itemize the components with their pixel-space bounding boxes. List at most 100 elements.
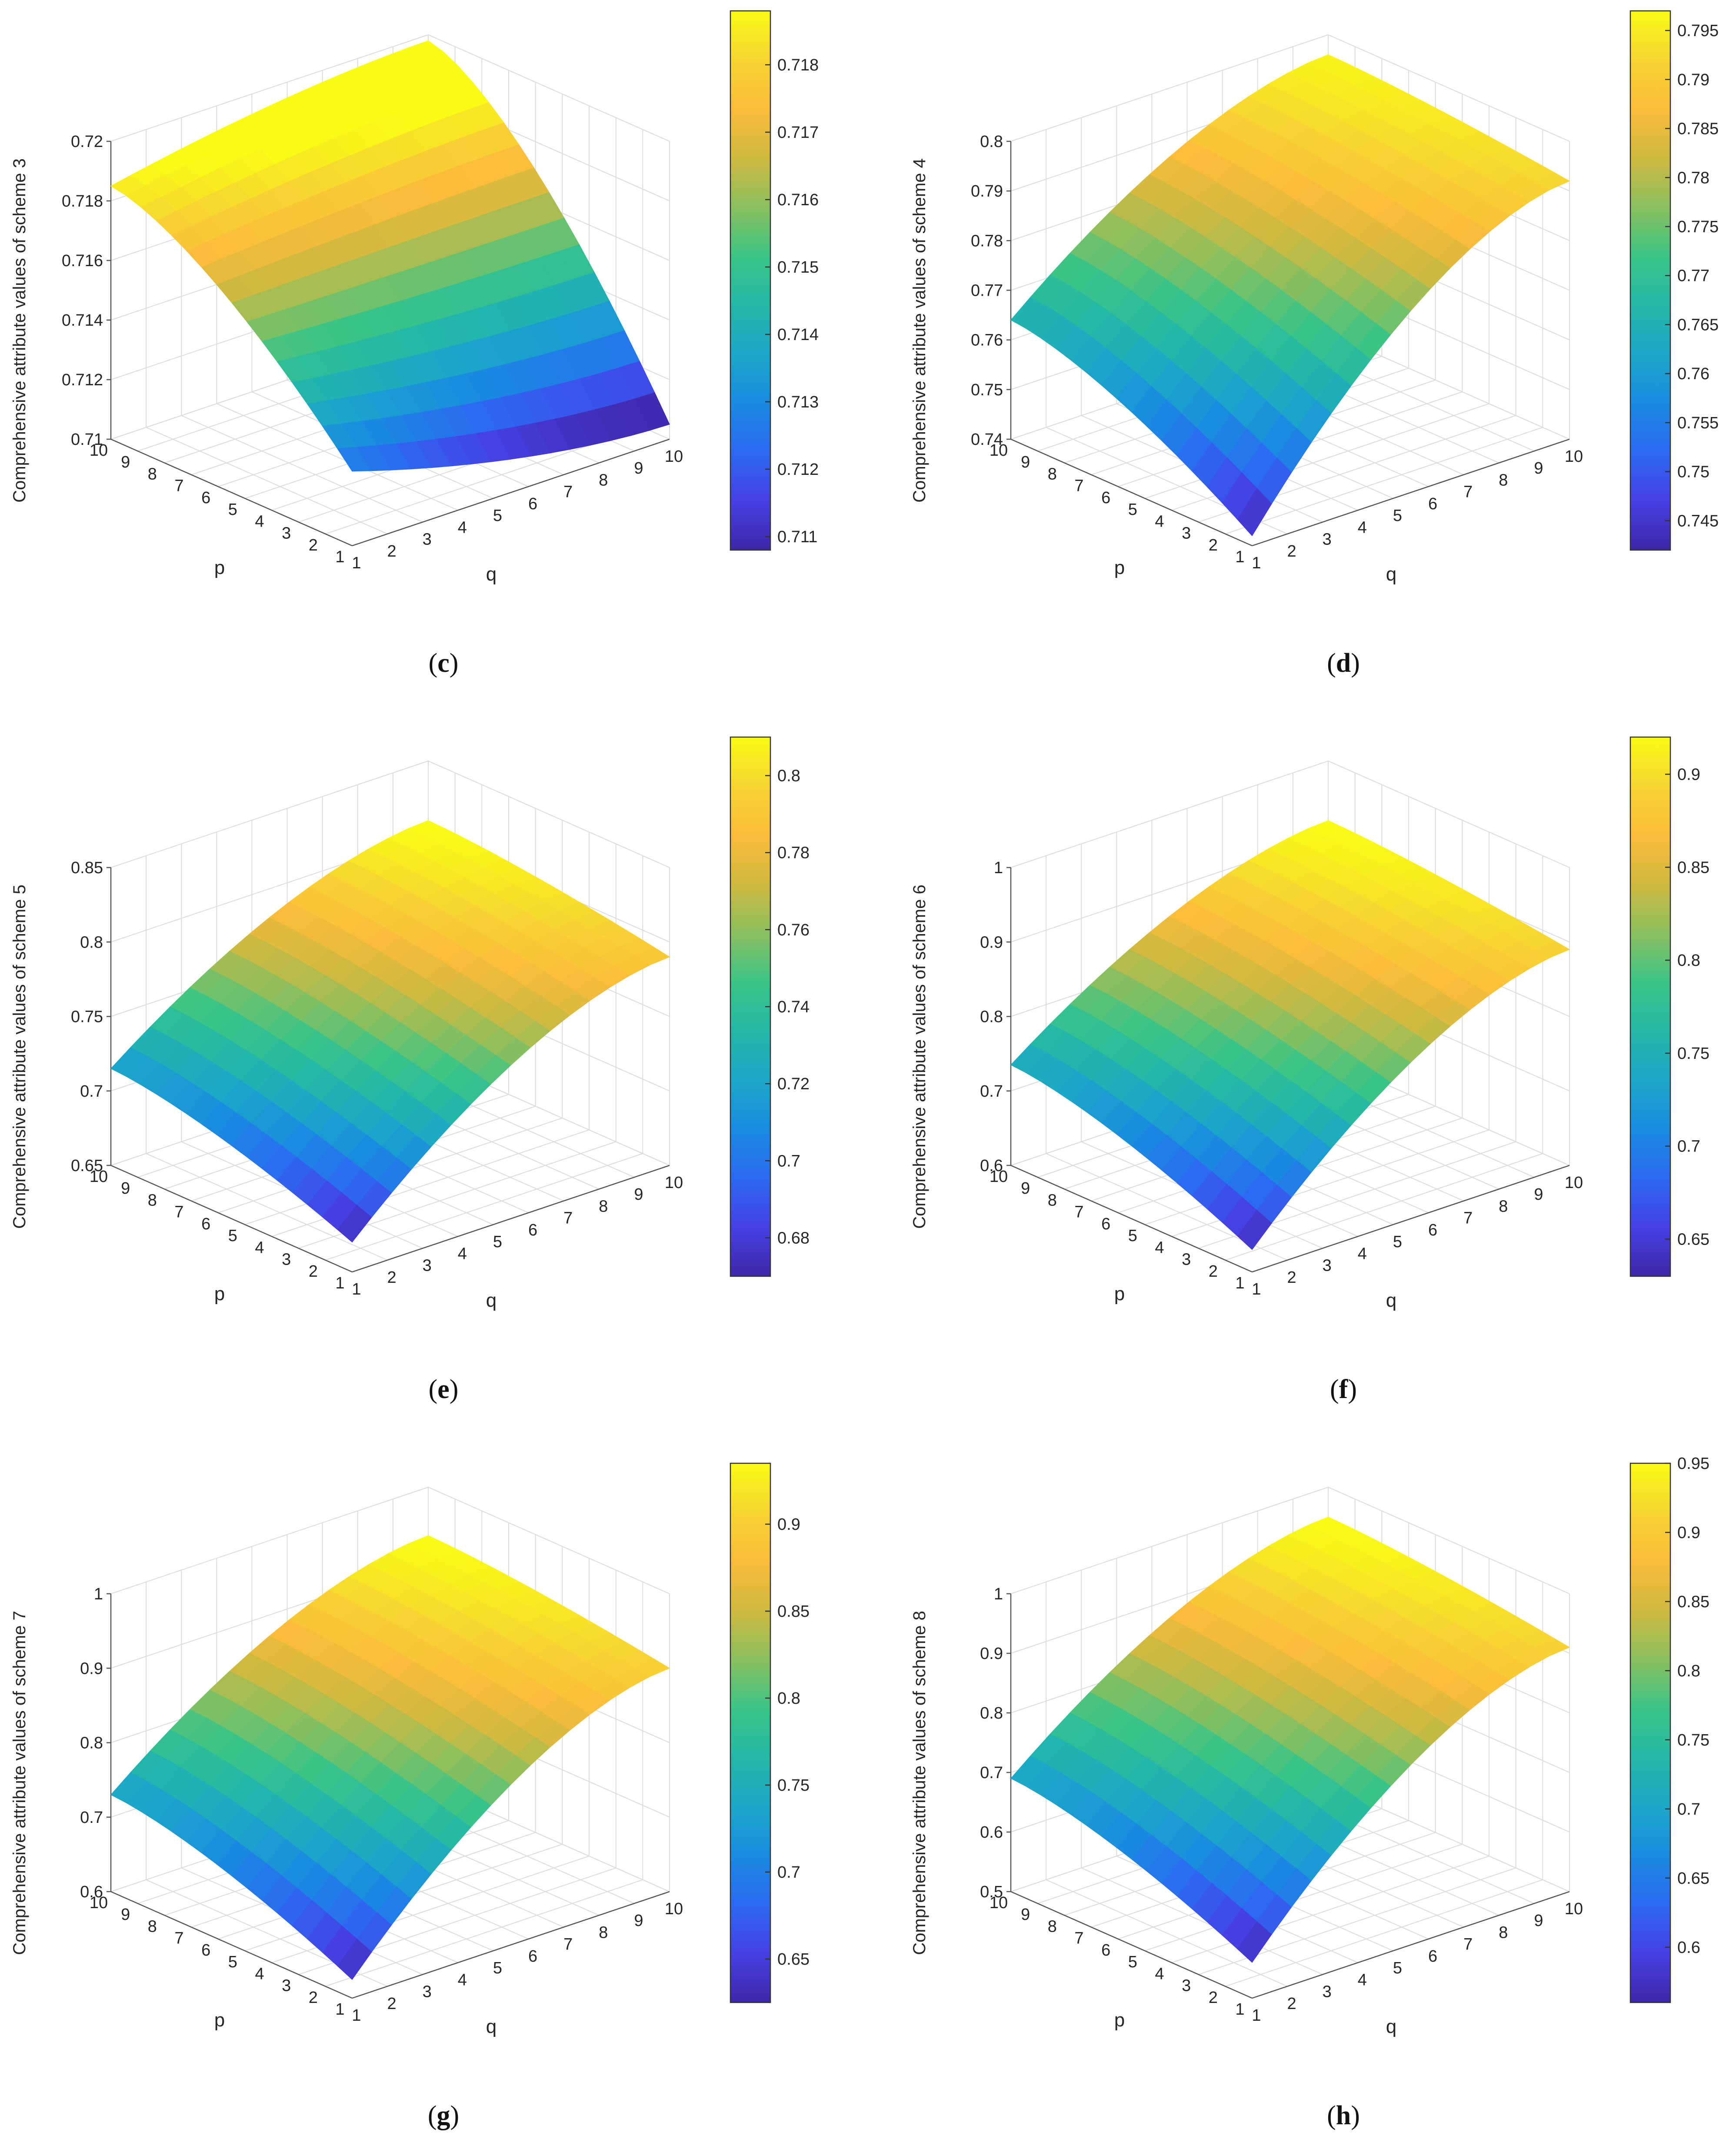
p-tick-label: 6 [201, 489, 210, 507]
p-tick-label: 6 [1101, 1215, 1110, 1233]
p-tick-label: 9 [1021, 1179, 1030, 1198]
q-axis-label: q [1386, 1290, 1396, 1311]
p-tick-label: 5 [228, 1953, 237, 1971]
q-tick-label: 4 [1358, 1971, 1367, 1989]
q-tick-label: 8 [1499, 1197, 1508, 1215]
p-tick-label: 3 [1182, 1251, 1191, 1269]
colorbar-tick-label: 0.78 [1677, 169, 1709, 187]
q-axis-label: q [486, 2016, 496, 2037]
z-tick-label: 0.5 [980, 1883, 1003, 1901]
p-tick-label: 2 [1209, 1262, 1218, 1281]
colorbar-tick-label: 0.711 [777, 528, 817, 546]
p-tick-label: 1 [1235, 548, 1244, 566]
surface-patch [1307, 54, 1344, 70]
z-tick-label: 0.76 [971, 331, 1003, 350]
q-tick-label: 8 [599, 471, 608, 489]
q-tick-label: 6 [1428, 1947, 1437, 1966]
colorbar [1629, 10, 1671, 551]
colorbar-tick-label: 0.8 [1677, 951, 1700, 970]
q-tick-label: 2 [387, 1995, 397, 2013]
p-tick-label: 8 [1048, 1191, 1057, 1209]
p-tick-label: 6 [1101, 1941, 1110, 1959]
p-tick-label: 2 [1209, 536, 1218, 554]
p-tick-label: 10 [90, 1168, 108, 1186]
q-tick-label: 8 [599, 1197, 608, 1215]
p-tick-label: 7 [1074, 1203, 1083, 1222]
colorbar [730, 10, 771, 551]
z-tick-label: 0.712 [62, 371, 103, 389]
p-tick-label: 4 [255, 512, 264, 531]
q-tick-label: 4 [458, 518, 467, 537]
p-tick-label: 2 [309, 536, 318, 554]
p-axis-label: p [1114, 1283, 1125, 1305]
p-tick-label: 8 [148, 465, 157, 483]
q-tick-label: 4 [1358, 1245, 1367, 1263]
p-axis-label: p [214, 557, 225, 578]
colorbar-tick-label: 0.65 [1677, 1869, 1709, 1888]
surface [1010, 54, 1570, 537]
colorbar-tick-label: 0.72 [777, 1075, 810, 1093]
surface-patch [1307, 1516, 1344, 1532]
z-tick-label: 0.714 [62, 311, 103, 330]
p-tick-label: 8 [1048, 465, 1057, 483]
q-tick-label: 2 [1287, 1995, 1296, 2013]
q-tick-label: 5 [1393, 1233, 1402, 1251]
q-tick-label: 9 [1534, 459, 1543, 477]
p-tick-label: 9 [1021, 453, 1030, 471]
p-tick-label: 8 [148, 1191, 157, 1209]
q-tick-label: 6 [528, 1947, 537, 1966]
q-tick-label: 8 [599, 1923, 608, 1942]
q-tick-label: 1 [352, 554, 361, 572]
q-axis-label: q [486, 564, 496, 585]
q-tick-label: 7 [563, 1209, 573, 1228]
colorbar-tick-label: 0.755 [1677, 414, 1719, 432]
q-tick-label: 5 [1393, 507, 1402, 525]
p-tick-label: 10 [990, 441, 1008, 460]
z-axis-label: Comprehensive attribute values of scheme… [910, 884, 929, 1229]
p-tick-label: 1 [1235, 1274, 1244, 1292]
p-tick-label: 7 [174, 1203, 183, 1222]
q-tick-label: 1 [1252, 554, 1261, 572]
colorbar-tick-label: 0.77 [1677, 267, 1709, 285]
colorbar-tick-label: 0.75 [1677, 1731, 1709, 1749]
q-tick-label: 4 [458, 1971, 467, 1989]
colorbar-tick-label: 0.75 [1677, 463, 1709, 481]
q-tick-label: 10 [665, 1174, 683, 1192]
colorbar-tick-label: 0.795 [1677, 22, 1719, 40]
z-tick-label: 0.65 [71, 1157, 103, 1175]
z-axis-label: Comprehensive attribute values of scheme… [910, 158, 929, 503]
colorbar-tick-label: 0.78 [777, 844, 810, 862]
colorbar-tick-label: 0.8 [777, 767, 800, 785]
surface-patch [407, 1535, 444, 1551]
q-tick-label: 6 [528, 495, 537, 513]
colorbar-tick-label: 0.85 [1677, 858, 1709, 877]
z-tick-label: 1 [994, 859, 1003, 877]
z-tick-label: 0.8 [80, 933, 103, 951]
z-axis-label: Comprehensive attribute values of scheme… [10, 1611, 29, 1955]
z-tick-label: 0.71 [71, 431, 103, 449]
panel-d: 0.740.750.760.770.780.790.81234567891012… [910, 10, 1719, 678]
z-tick-label: 0.85 [71, 859, 103, 877]
colorbar-tick-label: 0.785 [1677, 120, 1719, 138]
z-tick-label: 1 [94, 1585, 103, 1603]
surface [110, 820, 670, 1243]
q-tick-label: 4 [1358, 518, 1367, 537]
p-tick-label: 9 [1021, 1906, 1030, 1924]
p-tick-label: 5 [1128, 1953, 1137, 1971]
p-tick-label: 9 [121, 453, 130, 471]
z-tick-label: 0.7 [80, 1809, 103, 1827]
colorbar-tick-label: 0.85 [777, 1602, 810, 1621]
q-tick-label: 5 [493, 1959, 502, 1977]
panel-c: 0.710.7120.7140.7160.7180.72123456789101… [10, 10, 819, 678]
q-tick-label: 6 [528, 1221, 537, 1239]
colorbar-tick-label: 0.716 [777, 191, 819, 209]
q-tick-label: 2 [387, 1268, 397, 1287]
q-axis-label: q [1386, 564, 1396, 585]
q-tick-label: 1 [352, 2006, 361, 2025]
z-tick-label: 0.716 [62, 252, 103, 270]
p-tick-label: 6 [201, 1215, 210, 1233]
q-tick-label: 4 [458, 1245, 467, 1263]
z-tick-label: 0.9 [80, 1659, 103, 1678]
